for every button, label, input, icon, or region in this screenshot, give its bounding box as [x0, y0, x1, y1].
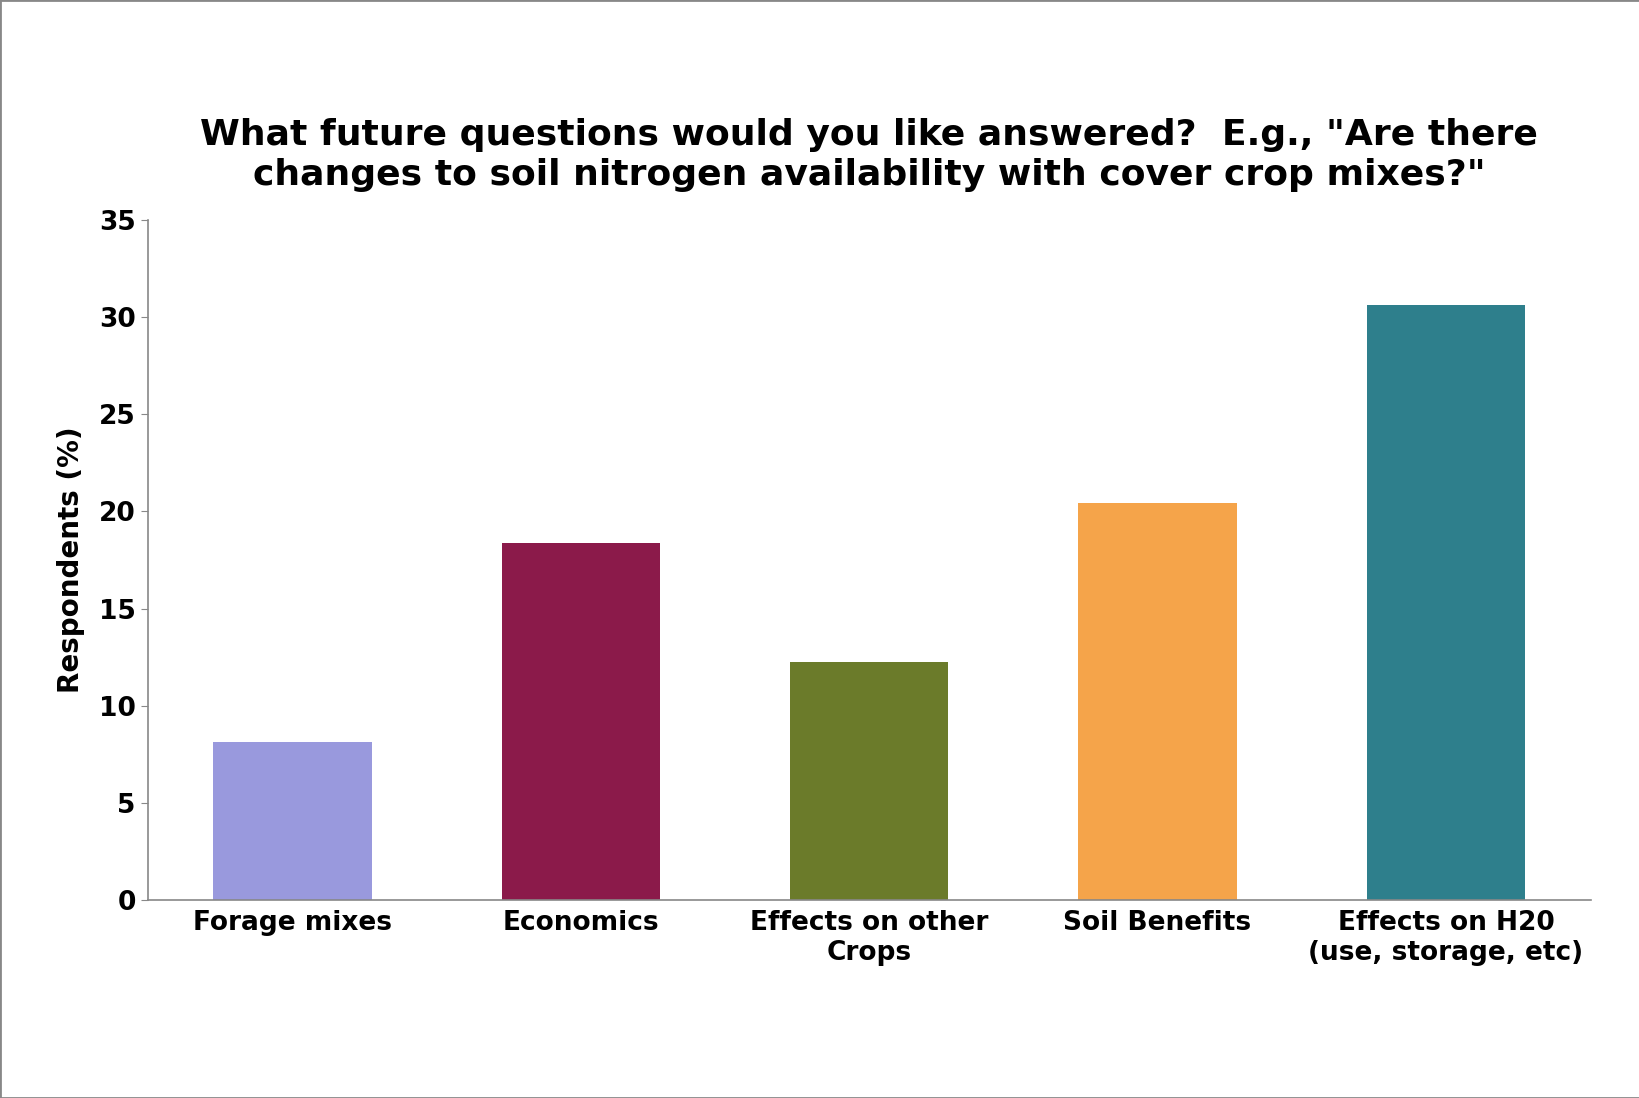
Bar — [1077, 503, 1236, 900]
Bar — [213, 741, 372, 900]
Bar — [790, 662, 947, 900]
Bar — [502, 544, 661, 900]
Y-axis label: Respondents (%): Respondents (%) — [57, 427, 85, 693]
Title: What future questions would you like answered?  E.g., "Are there
changes to soil: What future questions would you like ans… — [200, 119, 1537, 192]
Bar — [1365, 305, 1524, 900]
